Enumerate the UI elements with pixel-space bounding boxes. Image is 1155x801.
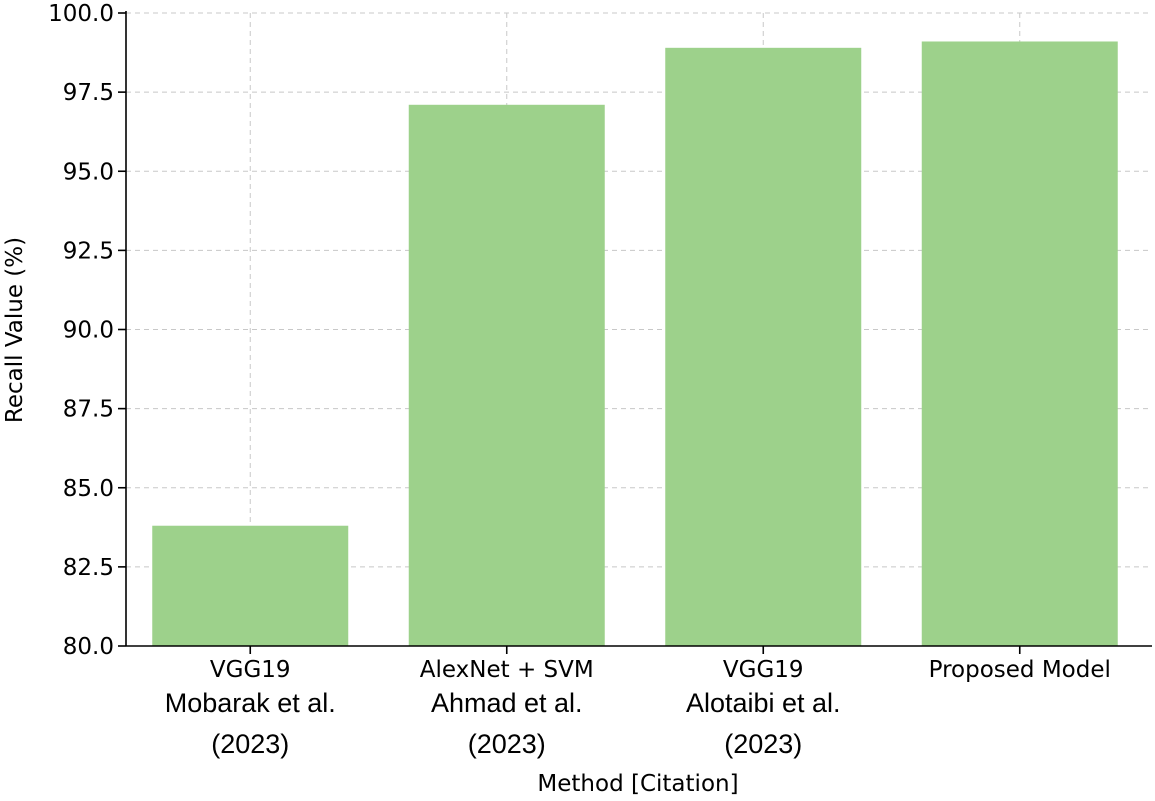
citation-label: (2023) bbox=[211, 729, 289, 759]
y-tick-label: 100.0 bbox=[48, 1, 114, 27]
x-axis-title: Method [Citation] bbox=[537, 771, 738, 797]
y-tick-label: 92.5 bbox=[63, 238, 114, 264]
axis-layer bbox=[118, 11, 1152, 654]
citation-label: (2023) bbox=[468, 729, 546, 759]
citation-label: Mobarak et al. bbox=[165, 688, 336, 718]
bar bbox=[921, 41, 1118, 647]
x-tick-label: VGG19 bbox=[210, 657, 291, 683]
y-axis-title: Recall Value (%) bbox=[2, 237, 28, 423]
y-tick-label: 80.0 bbox=[63, 634, 114, 660]
x-tick-label: Proposed Model bbox=[929, 657, 1111, 683]
citation-label: (2023) bbox=[724, 729, 802, 759]
y-tick-label: 90.0 bbox=[63, 318, 114, 344]
y-tick-label: 82.5 bbox=[63, 555, 114, 581]
citation-label: Alotaibi et al. bbox=[686, 688, 841, 718]
bar bbox=[152, 525, 349, 646]
bar-layer bbox=[152, 41, 1118, 647]
x-tick-label: VGG19 bbox=[723, 657, 804, 683]
y-tick-label: 97.5 bbox=[63, 80, 114, 106]
citation-label: Ahmad et al. bbox=[431, 688, 583, 718]
y-tick-label: 87.5 bbox=[63, 397, 114, 423]
label-layer: 80.0 82.5 85.0 87.5 90.0 92.5 95.0 97.5 100.0 VGG… bbox=[48, 1, 1111, 759]
y-tick-label: 95.0 bbox=[63, 159, 114, 185]
y-tick-label: 85.0 bbox=[63, 476, 114, 502]
x-tick-label: AlexNet + SVM bbox=[420, 657, 594, 683]
bar bbox=[665, 47, 862, 646]
bar bbox=[408, 104, 605, 646]
